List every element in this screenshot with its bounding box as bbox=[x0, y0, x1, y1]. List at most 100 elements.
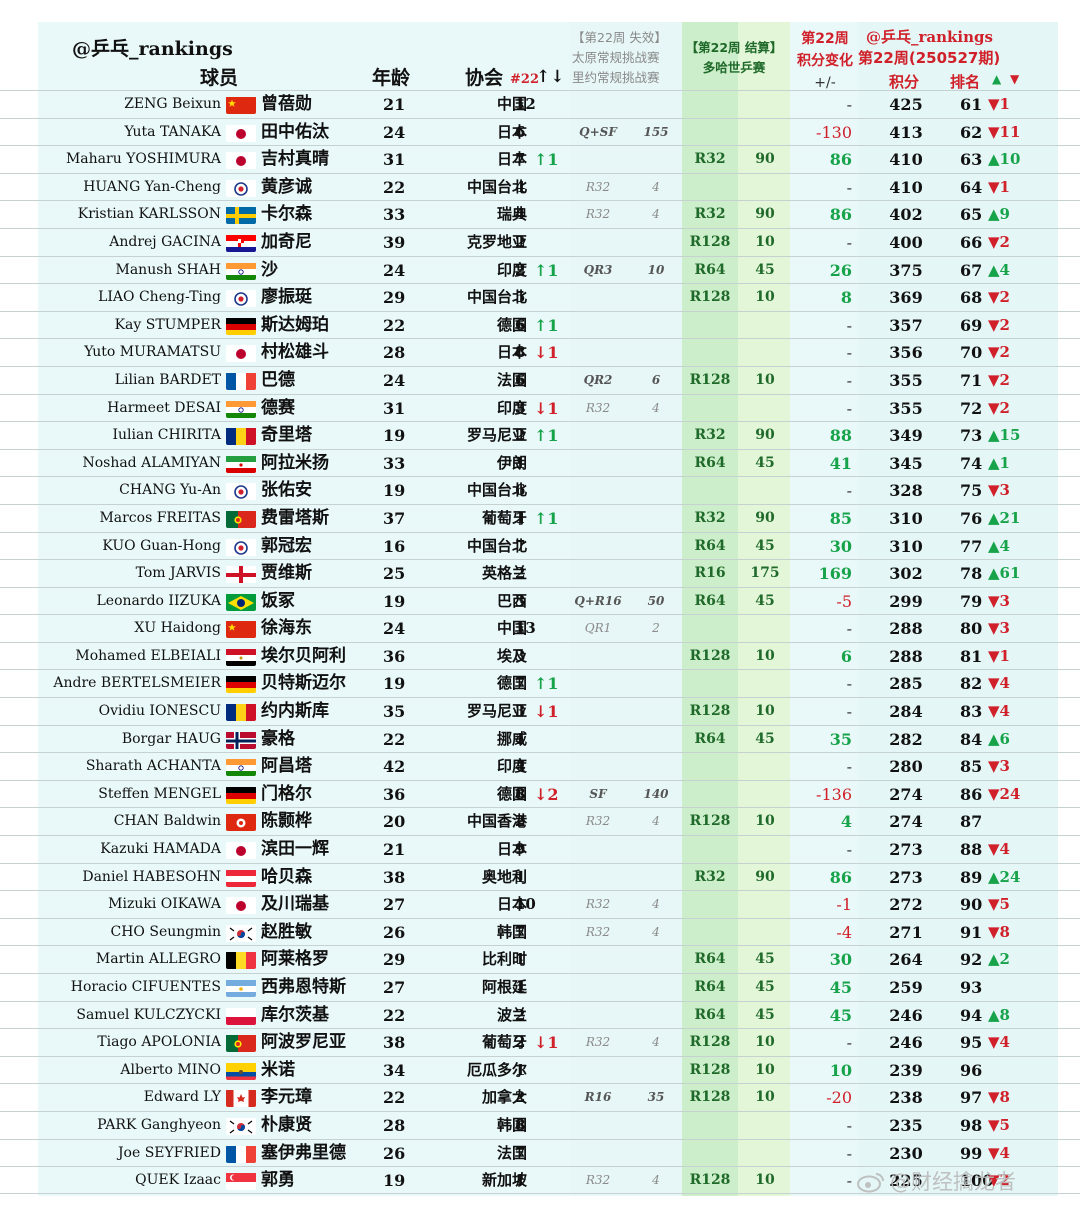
points: 310 bbox=[889, 536, 923, 556]
points-change: - bbox=[846, 315, 852, 335]
table-row: Joe SEYFRIED 塞伊弗里德 26 法国 7 - 230 99 ▼4 bbox=[0, 1138, 1080, 1167]
points: 355 bbox=[889, 370, 923, 390]
association-trend: ↓1 bbox=[534, 1033, 559, 1053]
player-name-en: Kay STUMPER bbox=[114, 316, 221, 333]
points: 410 bbox=[889, 150, 923, 170]
table-row: Horacio CIFUENTES 西弗恩特斯 27 阿根廷 1 R64 45 45 259 93 bbox=[0, 973, 1080, 1001]
rank: 77 bbox=[960, 536, 983, 556]
player-age: 19 bbox=[383, 591, 406, 611]
points: 238 bbox=[889, 1088, 923, 1108]
association: 罗马尼亚 bbox=[466, 426, 527, 445]
association: 阿根廷 bbox=[481, 978, 527, 996]
player-age: 24 bbox=[383, 370, 406, 390]
points-column-header: 积分 bbox=[889, 73, 920, 91]
trend-arrows-header: ↑↓ bbox=[536, 67, 565, 87]
points-change: 86 bbox=[829, 205, 852, 225]
player-age: 19 bbox=[383, 426, 406, 446]
age-column-header: 年龄 bbox=[372, 67, 411, 89]
japan-flag-icon bbox=[226, 841, 256, 860]
association-trend: ↓1 bbox=[534, 398, 559, 418]
player-age: 19 bbox=[383, 1171, 406, 1191]
association: 德国 bbox=[496, 784, 527, 803]
rank: 84 bbox=[960, 729, 983, 749]
rank-move: ▼2 bbox=[988, 315, 1010, 334]
association: 中国台北 bbox=[466, 177, 527, 196]
player-age: 27 bbox=[383, 895, 406, 915]
table-row: Ovidiu IONESCU 约内斯库 35 罗马尼亚 3 ↓1 R128 10 - 284 83 ▼… bbox=[0, 697, 1080, 725]
player-name-en: CHANG Yu-An bbox=[119, 482, 221, 499]
rank-move: ▼11 bbox=[988, 122, 1021, 141]
rank: 76 bbox=[960, 508, 983, 528]
points-change: 10 bbox=[829, 1060, 852, 1080]
week-tag: #22 bbox=[510, 72, 539, 87]
association: 韩国 bbox=[496, 922, 527, 941]
lost-round: R32 bbox=[585, 179, 611, 194]
lost-points: 155 bbox=[643, 124, 669, 139]
rank: 79 bbox=[960, 591, 983, 611]
association-rank: 2 bbox=[515, 1033, 526, 1052]
player-name-en: Sharath ACHANTA bbox=[85, 758, 221, 775]
points: 357 bbox=[889, 315, 923, 335]
rank-move: ▼2 bbox=[988, 398, 1010, 417]
india-flag-icon bbox=[226, 262, 256, 280]
belgium-flag-icon bbox=[226, 951, 256, 970]
points: 345 bbox=[889, 453, 923, 473]
points-change: - bbox=[846, 1143, 852, 1163]
doha-title: 【第22周 结算】 bbox=[685, 40, 783, 55]
points-change: 30 bbox=[829, 536, 852, 556]
player-name-cn: 阿昌塔 bbox=[261, 756, 312, 777]
player-age: 38 bbox=[383, 1033, 406, 1053]
rank-move: ▼3 bbox=[988, 619, 1010, 638]
player-age: 36 bbox=[383, 784, 406, 804]
player-name-en: HUANG Yan-Cheng bbox=[83, 178, 221, 195]
points: 285 bbox=[889, 674, 923, 694]
player-age: 19 bbox=[383, 674, 406, 694]
doha-round: R32 bbox=[694, 427, 726, 444]
rank: 93 bbox=[960, 978, 983, 997]
rank-down-icon: ▼ bbox=[1010, 72, 1020, 86]
association-rank: 7 bbox=[515, 150, 526, 169]
player-name-cn: 库尔茨基 bbox=[261, 1004, 329, 1025]
rank: 71 bbox=[960, 370, 983, 390]
points: 271 bbox=[889, 922, 923, 942]
player-age: 16 bbox=[383, 536, 406, 556]
rank-move: ▲15 bbox=[988, 426, 1021, 445]
association: 中国台北 bbox=[466, 481, 527, 500]
association: 比利时 bbox=[481, 950, 527, 969]
player-age: 26 bbox=[383, 1143, 406, 1163]
points: 259 bbox=[889, 978, 923, 997]
points-change: 8 bbox=[840, 288, 852, 308]
points-change: - bbox=[846, 370, 852, 390]
table-row: Iulian CHIRITA 奇里塔 19 罗马尼亚 2 ↑1 R32 90 88 349 73 ▲1… bbox=[0, 421, 1080, 449]
table-row: Andre BERTELSMEIER 贝特斯迈尔 19 德国 7 ↑1 - 285 82 ▼4 bbox=[0, 669, 1080, 697]
tpe-flag-icon bbox=[226, 289, 256, 308]
association-trend: ↓2 bbox=[534, 784, 559, 804]
points: 328 bbox=[889, 481, 923, 501]
association: 罗马尼亚 bbox=[466, 702, 527, 721]
player-name-cn: 哈贝森 bbox=[261, 866, 312, 887]
player-age: 21 bbox=[383, 840, 406, 860]
table-row: Tiago APOLONIA 阿波罗尼亚 38 葡萄牙 2 ↓1 R32 4 R128 10 - 24… bbox=[0, 1028, 1080, 1056]
points: 369 bbox=[889, 288, 923, 308]
player-name-cn: 斯达姆珀 bbox=[261, 314, 329, 335]
points: 273 bbox=[889, 840, 923, 860]
association: 挪威 bbox=[496, 729, 527, 748]
player-age: 35 bbox=[383, 702, 406, 722]
table-row: Mohamed ELBEIALI 埃尔贝阿利 36 埃及 3 R128 10 6 288 81 ▼1 bbox=[0, 641, 1080, 670]
points-change: - bbox=[846, 674, 852, 694]
association-rank: 2 bbox=[515, 426, 526, 445]
doha-points: 45 bbox=[755, 951, 775, 968]
rank: 74 bbox=[960, 453, 983, 473]
points-change: - bbox=[846, 398, 852, 418]
association-rank: 4 bbox=[515, 757, 526, 776]
association: 中国台北 bbox=[466, 288, 527, 307]
rank: 80 bbox=[960, 619, 983, 639]
romania-flag-icon bbox=[226, 427, 256, 446]
lost-round: R32 bbox=[585, 924, 611, 939]
association-rank: 7 bbox=[515, 922, 526, 941]
lost-round: QR1 bbox=[584, 621, 612, 636]
points: 284 bbox=[889, 702, 923, 722]
player-age: 22 bbox=[383, 1088, 406, 1108]
lost-round: R32 bbox=[585, 1173, 611, 1188]
lost-points: 6 bbox=[651, 372, 661, 387]
